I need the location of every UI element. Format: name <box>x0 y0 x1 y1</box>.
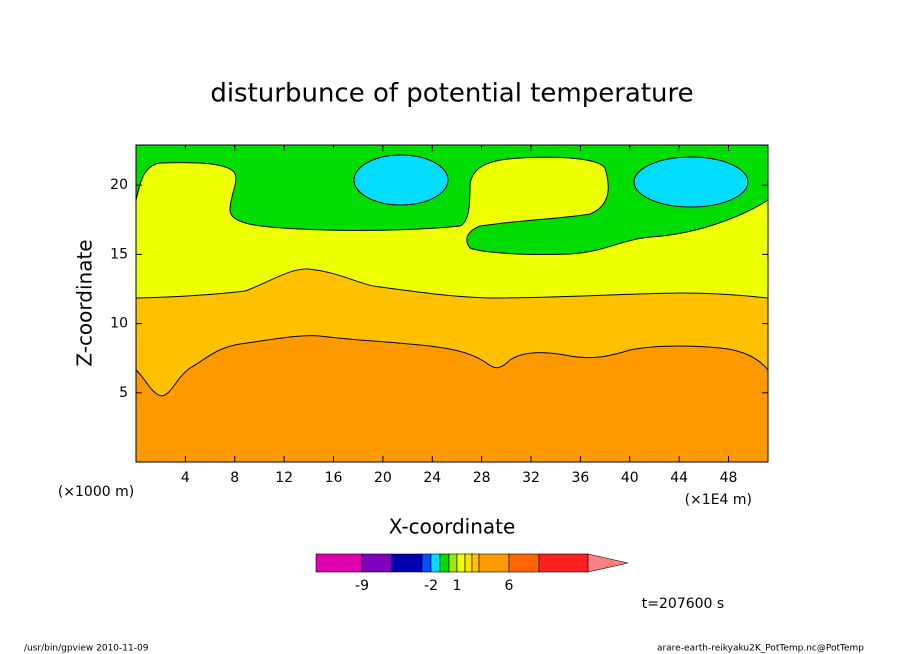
x-tick-label: 12 <box>275 470 293 486</box>
colorbar-segment <box>315 553 363 573</box>
time-label: t=207600 s <box>642 596 724 612</box>
colorbar-segment <box>439 553 450 573</box>
x-tick-label: 40 <box>621 470 639 486</box>
x-tick-label: 8 <box>230 470 239 486</box>
y-tick-label: 20 <box>110 177 128 193</box>
x-tick-label: 24 <box>423 470 441 486</box>
colorbar-tick-label: -9 <box>355 578 369 594</box>
y-unit: (×1000 m) <box>58 484 134 500</box>
colorbar-segment <box>448 553 458 573</box>
colorbar-segment <box>361 553 393 573</box>
x-tick-label: 44 <box>670 470 688 486</box>
colorbar-segment <box>471 553 480 573</box>
colorbar-segment <box>430 553 441 573</box>
colorbar-segment <box>478 553 510 573</box>
colorbar-tick-label: 1 <box>453 578 462 594</box>
x-tick-label: 36 <box>571 470 589 486</box>
region <box>353 154 449 206</box>
footer-right: arare-earth-reikyaku2K_PotTemp.nc@PotTem… <box>657 644 864 654</box>
y-axis-title: Z-coordinate <box>73 239 97 366</box>
x-tick-label: 28 <box>473 470 491 486</box>
region <box>135 144 769 256</box>
colorbar-tick-label: -2 <box>424 578 438 594</box>
footer-left: /usr/bin/gpview 2010-11-09 <box>24 644 149 654</box>
x-unit: (×1E4 m) <box>685 492 752 508</box>
x-tick-label: 20 <box>374 470 392 486</box>
contour-field <box>135 144 769 463</box>
colorbar-segment <box>464 553 473 573</box>
y-tick-label: 5 <box>119 385 128 401</box>
region <box>633 156 749 208</box>
y-tick-label: 15 <box>110 246 128 262</box>
x-axis-title: X-coordinate <box>389 515 516 539</box>
colorbar-segment <box>508 553 540 573</box>
y-tick-label: 10 <box>110 316 128 332</box>
chart-title: disturbunce of potential temperature <box>210 79 693 109</box>
x-tick-label: 4 <box>181 470 190 486</box>
x-tick-label: 48 <box>720 470 738 486</box>
colorbar-segment <box>538 553 589 573</box>
colorbar-segment <box>421 553 432 573</box>
colorbar-tick-label: 6 <box>505 578 514 594</box>
colorbar-segment <box>391 553 423 573</box>
colorbar-segment <box>456 553 466 573</box>
region <box>135 335 769 463</box>
plot-frame <box>135 144 769 463</box>
x-tick-label: 16 <box>325 470 343 486</box>
x-tick-label: 32 <box>522 470 540 486</box>
colorbar-extension <box>587 553 629 573</box>
